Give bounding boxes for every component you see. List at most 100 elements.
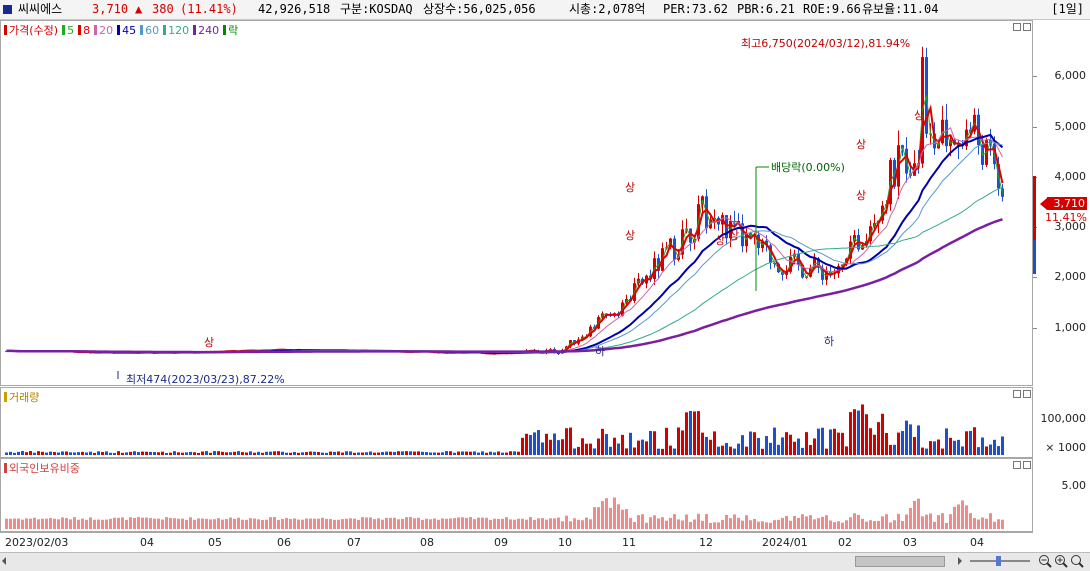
zoom-in-icon[interactable] (1054, 554, 1068, 571)
legend-item[interactable]: 가격(수정) (4, 24, 58, 37)
volume-bar (185, 452, 188, 455)
current-price-tag: 3,710 (1047, 197, 1087, 210)
foreign-chart[interactable] (1, 459, 1032, 531)
volume-bar (993, 439, 996, 455)
volume-bar (385, 451, 388, 455)
scroll-left-icon[interactable] (0, 555, 8, 567)
volume-maximize-button[interactable] (1023, 390, 1031, 398)
foreign-bar (441, 518, 444, 529)
foreign-bar (621, 509, 624, 529)
volume-bar (657, 448, 660, 455)
foreign-bar (509, 519, 512, 529)
volume-chart[interactable] (1, 388, 1032, 457)
foreign-bar (761, 521, 764, 529)
foreign-bar (369, 517, 372, 529)
candle-body (1001, 188, 1004, 197)
legend-swatch-icon (140, 25, 144, 35)
volume-bar (337, 451, 340, 455)
foreign-bar (405, 517, 408, 529)
price-chart[interactable]: 최고6,750(2024/03/12),81.94% 최저474(2023/03/… (1, 21, 1032, 385)
volume-bar (297, 452, 300, 455)
volume-bar (953, 440, 956, 455)
foreign-bar (649, 517, 652, 529)
legend-swatch-icon (78, 25, 82, 35)
pbr-value: PBR:6.21 (737, 2, 795, 16)
foreign-bar (801, 514, 804, 529)
foreign-bar (125, 519, 128, 529)
volume-bar (837, 432, 840, 455)
volume-bar (769, 442, 772, 455)
volume-bar (713, 431, 716, 455)
foreign-bar (629, 518, 632, 529)
foreign-bar (685, 514, 688, 529)
scroll-thumb[interactable] (855, 556, 945, 567)
volume-bar (413, 451, 416, 455)
volume-bar (681, 430, 684, 455)
legend-swatch-icon (4, 25, 7, 35)
foreign-bar (81, 518, 84, 529)
foreign-bar (737, 517, 740, 529)
legend-item[interactable]: 20 (94, 24, 113, 37)
foreign-bar (433, 518, 436, 529)
foreign-bar (781, 517, 784, 529)
volume-bar (721, 445, 724, 455)
volume-bar (677, 427, 680, 455)
legend-item[interactable]: 60 (140, 24, 159, 37)
volume-unit: × 1000 (1045, 441, 1086, 454)
foreign-minimize-button[interactable] (1013, 461, 1021, 469)
legend-item[interactable]: 8 (78, 24, 90, 37)
price-panel: 가격(수정) 5 8 20 45 60 120 240 락 최고6,750(2024/03/12… (0, 20, 1033, 386)
foreign-maximize-button[interactable] (1023, 461, 1031, 469)
foreign-bar (121, 517, 124, 529)
candles (5, 46, 1004, 355)
volume-bar (77, 452, 80, 455)
stock-name[interactable]: 씨씨에스 (18, 2, 63, 16)
foreign-bar (701, 520, 704, 529)
volume-bar (45, 452, 48, 455)
zoom-reset-icon[interactable] (1070, 554, 1084, 571)
foreign-bar (653, 515, 656, 529)
volume-bar (381, 452, 384, 455)
x-axis-label: 10 (558, 536, 572, 549)
legend-item[interactable]: 240 (193, 24, 219, 37)
volume-bar (697, 411, 700, 455)
volume-bar (557, 440, 560, 455)
legend-item[interactable]: 45 (117, 24, 136, 37)
foreign-bar (209, 519, 212, 529)
foreign-bar (473, 519, 476, 529)
legend-swatch-icon (223, 25, 227, 35)
panel-maximize-button[interactable] (1023, 23, 1031, 31)
limit-up-marker: 상 (856, 138, 866, 151)
panel-minimize-button[interactable] (1013, 23, 1021, 31)
foreign-bar (257, 519, 260, 529)
foreign-bar (389, 517, 392, 529)
zoom-out-icon[interactable] (1038, 554, 1052, 571)
volume-bar (765, 436, 768, 455)
volume-bar (97, 451, 100, 455)
foreign-bar (817, 518, 820, 529)
volume-bar (313, 451, 316, 455)
volume-bar (269, 451, 272, 455)
foreign-bar (377, 518, 380, 529)
zoom-slider-handle[interactable] (996, 556, 1001, 566)
foreign-bar (705, 514, 708, 529)
legend-item[interactable]: 5 (62, 24, 74, 37)
volume-bar (957, 439, 960, 455)
volume-bar (293, 451, 296, 455)
x-axis-label: 08 (420, 536, 434, 549)
foreign-bar (217, 518, 220, 529)
volume-minimize-button[interactable] (1013, 390, 1021, 398)
foreign-bar (417, 517, 420, 529)
foreign-bar (205, 518, 208, 529)
foreign-bar (33, 517, 36, 529)
legend-item[interactable]: 120 (163, 24, 189, 37)
volume-bar (105, 451, 108, 455)
volume-bar (593, 448, 596, 455)
legend-item[interactable]: 락 (223, 24, 238, 37)
limit-up-marker: 상 (715, 234, 725, 247)
scroll-right-icon[interactable] (956, 555, 964, 567)
foreign-bar (101, 519, 104, 529)
foreign-bar (581, 520, 584, 529)
chart-scrollbar[interactable] (0, 552, 1090, 571)
period-selector[interactable]: [1일] (1051, 2, 1084, 16)
